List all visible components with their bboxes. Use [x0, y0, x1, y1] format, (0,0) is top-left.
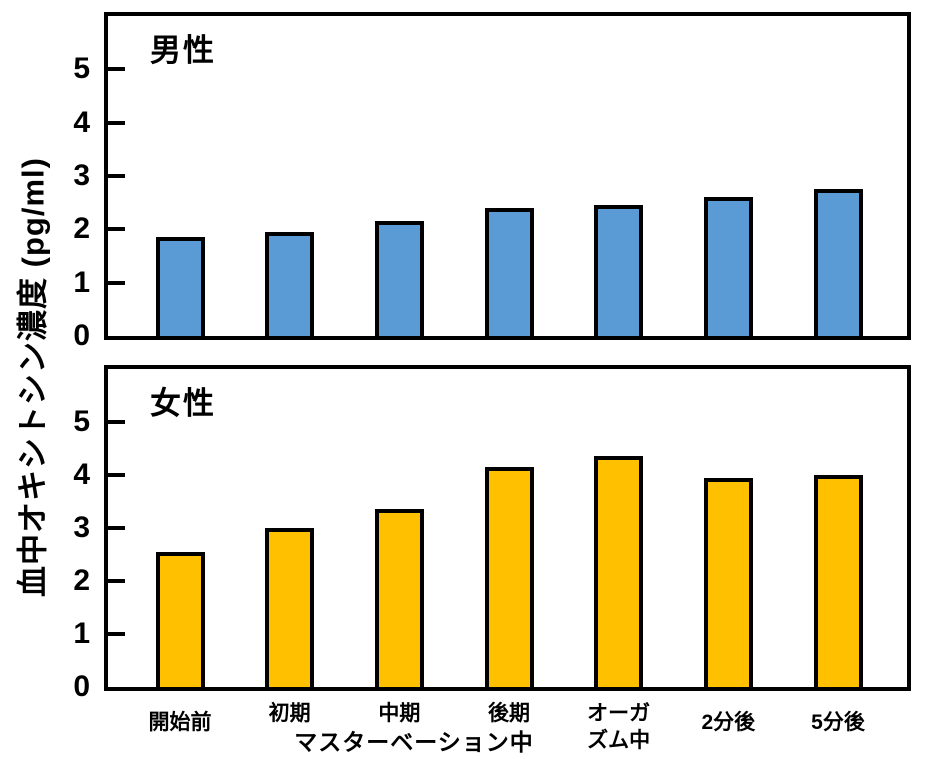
y-tick-label: 2 [73, 212, 90, 246]
y-tick-mark [108, 174, 125, 178]
y-tick-mark [108, 632, 125, 636]
y-tick-label: 0 [73, 670, 90, 703]
male-bar-3 [484, 208, 534, 336]
y-tick-label: 2 [73, 564, 90, 597]
male-bar-6 [813, 189, 863, 336]
x-category-label-5: 2分後 [701, 711, 756, 734]
female-bar-5 [703, 478, 753, 687]
y-tick-mark [108, 526, 125, 530]
y-tick-mark [108, 473, 125, 477]
female-panel: 女性 [104, 365, 911, 691]
male-bar-1 [265, 232, 315, 336]
x-category-label-6: 5分後 [811, 711, 865, 734]
male-bar-5 [703, 197, 753, 336]
female-bar-0 [155, 552, 205, 687]
y-tick-label: 0 [73, 319, 90, 352]
male-panel-title: 男性 [150, 33, 216, 68]
male-bar-2 [374, 221, 424, 336]
female-bar-6 [813, 475, 863, 687]
y-tick-label: 4 [73, 458, 90, 491]
y-tick-label: 4 [73, 105, 90, 139]
male-bar-0 [155, 237, 205, 336]
x-category-label-3: 後期 [488, 702, 530, 725]
y-tick-label: 3 [73, 159, 90, 192]
y-tick-mark [108, 227, 125, 232]
female-bar-4 [594, 456, 644, 687]
y-tick-mark [108, 420, 125, 424]
x-category-label-2: 中期 [378, 702, 421, 725]
female-bar-1 [265, 528, 315, 687]
y-tick-mark [108, 579, 125, 583]
female-bar-2 [374, 509, 424, 687]
female-panel-title: 女性 [150, 386, 216, 421]
male-bar-4 [594, 205, 644, 336]
y-tick-label: 3 [73, 511, 90, 544]
male-panel: 男性 [104, 12, 911, 340]
y-tick-mark [108, 280, 125, 285]
y-tick-label: 5 [73, 52, 90, 86]
y-tick-label: 1 [73, 265, 90, 299]
x-category-label-0: 開始前 [148, 711, 212, 734]
x-category-label-4: オーガ ズム中 [587, 702, 651, 752]
y-tick-label: 5 [73, 405, 90, 438]
female-bar-3 [484, 467, 534, 687]
y-tick-label: 1 [73, 617, 90, 650]
y-tick-mark [108, 120, 125, 125]
x-category-label-1: 初期 [268, 702, 311, 725]
y-tick-mark [108, 67, 125, 72]
x-group-label: マスターベーション中 [294, 729, 534, 755]
